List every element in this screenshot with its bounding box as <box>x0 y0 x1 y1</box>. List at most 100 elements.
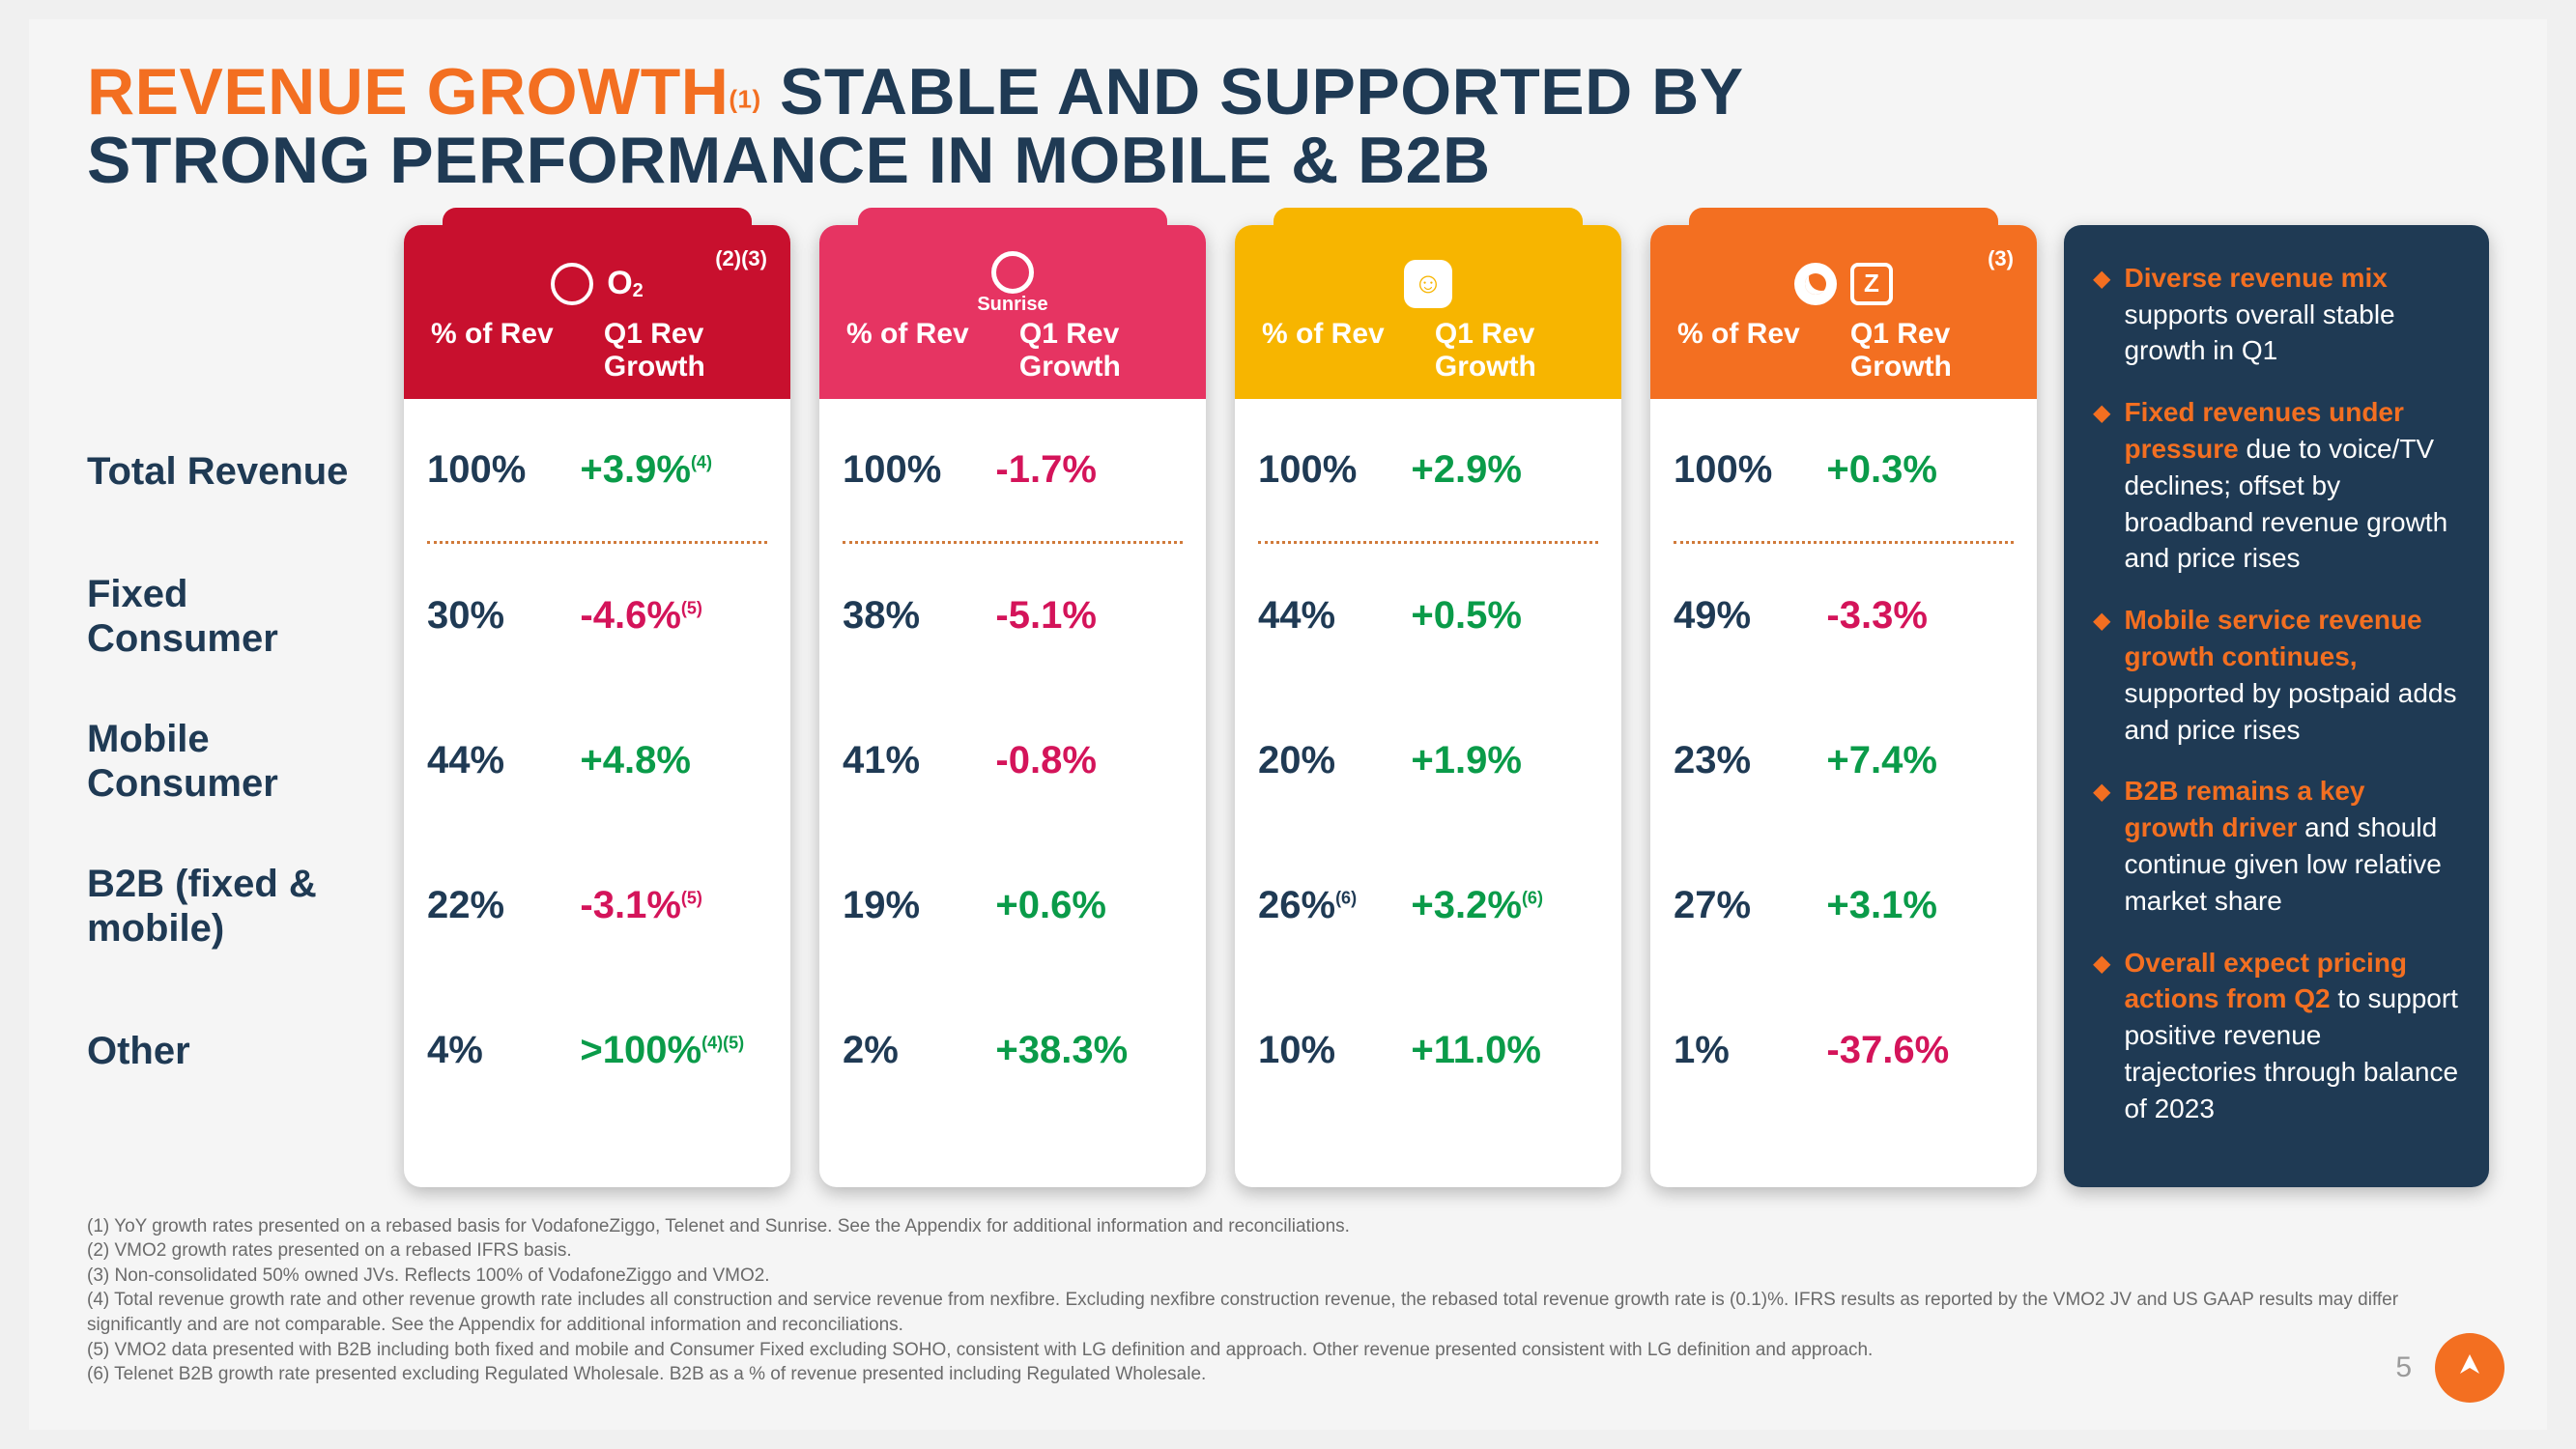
row-label: Other <box>87 979 377 1123</box>
header-sup: (3) <box>1988 246 2014 271</box>
data-row: 100%-1.7% <box>843 399 1183 544</box>
col-pct: % of Rev <box>1262 318 1421 384</box>
pct-value: 19% <box>843 884 979 927</box>
diamond-bullet-icon: ◆ <box>2093 398 2110 577</box>
data-row: 44%+0.5% <box>1258 544 1598 689</box>
title-sup: (1) <box>729 85 760 114</box>
growth-value: +11.0% <box>1411 1029 1598 1072</box>
pct-value: 20% <box>1258 739 1394 782</box>
footnote: (6) Telenet B2B growth rate presented ex… <box>87 1362 2489 1387</box>
data-row: 22%-3.1%(5) <box>427 834 767 979</box>
row-label: B2B (fixed & mobile) <box>87 834 377 979</box>
telenet-icon: ☺ <box>1404 260 1452 308</box>
data-row: 1%-37.6% <box>1674 979 2014 1123</box>
slide-title: REVENUE GROWTH(1) STABLE AND SUPPORTED B… <box>87 58 2489 196</box>
growth-value: +3.9%(4) <box>580 448 767 492</box>
brand-card: O2(2)(3)% of RevQ1 Rev Growth100%+3.9%(4… <box>404 225 790 1187</box>
pct-value: 1% <box>1674 1029 1810 1072</box>
col-pct: % of Rev <box>1677 318 1837 384</box>
growth-value: +1.9% <box>1411 739 1598 782</box>
col-growth: Q1 Rev Growth <box>1019 318 1179 384</box>
growth-value: +0.6% <box>995 884 1183 927</box>
data-row: 44%+4.8% <box>427 689 767 834</box>
header-columns: % of RevQ1 Rev Growth <box>1674 318 2014 389</box>
header-columns: % of RevQ1 Rev Growth <box>427 318 767 389</box>
data-row: 30%-4.6%(5) <box>427 544 767 689</box>
brand-logo-row: O2(2)(3) <box>427 250 767 318</box>
title-highlight: REVENUE GROWTH <box>87 55 729 128</box>
main-content: Total RevenueFixed ConsumerMobile Consum… <box>87 225 2489 1187</box>
data-row: 41%-0.8% <box>843 689 1183 834</box>
corner-logo-icon <box>2435 1333 2504 1403</box>
col-growth: Q1 Rev Growth <box>1850 318 2010 384</box>
pct-value: 100% <box>427 448 563 492</box>
pct-value: 41% <box>843 739 979 782</box>
data-row: 38%-5.1% <box>843 544 1183 689</box>
brand-card: Z (3) % of RevQ1 Rev Growth 100% +0.3% 49% -3.… <box>1650 225 2037 1187</box>
footnote: (1) YoY growth rates presented on a reba… <box>87 1214 2489 1239</box>
brand-card: ☺% of RevQ1 Rev Growth100%+2.9%44%+0.5%2… <box>1235 225 1621 1187</box>
footnote: (4) Total revenue growth rate and other … <box>87 1288 2489 1337</box>
pct-value: 100% <box>1674 448 1810 492</box>
sidebar-item: ◆Overall expect pricing actions from Q2 … <box>2093 945 2460 1127</box>
brand-logo-row: ☺ <box>1258 250 1598 318</box>
pct-value: 44% <box>427 739 563 782</box>
sidebar-text: Overall expect pricing actions from Q2 t… <box>2124 945 2460 1127</box>
pct-value: 49% <box>1674 594 1810 638</box>
sunrise-icon: Sunrise <box>977 251 1047 316</box>
growth-value: +3.2%(6) <box>1411 884 1598 927</box>
diamond-bullet-icon: ◆ <box>2093 264 2110 369</box>
growth-value: >100%(4)(5) <box>580 1029 767 1072</box>
header-columns: % of RevQ1 Rev Growth <box>843 318 1183 389</box>
slide: REVENUE GROWTH(1) STABLE AND SUPPORTED B… <box>29 19 2547 1430</box>
data-row: 100%+2.9% <box>1258 399 1598 544</box>
diamond-bullet-icon: ◆ <box>2093 606 2110 748</box>
sidebar-item: ◆Mobile service revenue growth continues… <box>2093 602 2460 748</box>
growth-value: +0.5% <box>1411 594 1598 638</box>
brand-logo-row: Sunrise <box>843 250 1183 318</box>
data-row: 100% +0.3% <box>1674 399 2014 544</box>
pct-value: 22% <box>427 884 563 927</box>
growth-value: +3.1% <box>1826 884 2014 927</box>
brand-cards: O2(2)(3)% of RevQ1 Rev Growth100%+3.9%(4… <box>404 225 2037 1187</box>
growth-value: -5.1% <box>995 594 1183 638</box>
row-label: Fixed Consumer <box>87 544 377 689</box>
o2-icon: O2 <box>607 265 644 302</box>
card-header: ☺ % of RevQ1 Rev Growth <box>1235 225 1621 399</box>
data-row: 20% +1.9% <box>1258 689 1598 834</box>
sidebar-item: ◆Fixed revenues under pressure due to vo… <box>2093 394 2460 577</box>
row-label: Mobile Consumer <box>87 689 377 834</box>
pct-value: 4% <box>427 1029 563 1072</box>
header-sup: (2)(3) <box>715 246 767 271</box>
card-header: O2(2)(3)% of RevQ1 Rev Growth <box>404 225 790 399</box>
sidebar-item: ◆B2B remains a key growth driver and sho… <box>2093 773 2460 919</box>
growth-value: +0.3% <box>1826 448 2014 492</box>
title-rest-2: STRONG PERFORMANCE IN MOBILE & B2B <box>87 124 1491 197</box>
footnote: (5) VMO2 data presented with B2B includi… <box>87 1338 2489 1363</box>
col-pct: % of Rev <box>846 318 1006 384</box>
data-row: 49% -3.3% <box>1674 544 2014 689</box>
pct-value: 10% <box>1258 1029 1394 1072</box>
footnote: (2) VMO2 growth rates presented on a reb… <box>87 1238 2489 1264</box>
header-columns: % of RevQ1 Rev Growth <box>1258 318 1598 389</box>
virgin-icon <box>551 263 593 305</box>
card-header: Z (3) % of RevQ1 Rev Growth <box>1650 225 2037 399</box>
row-labels: Total RevenueFixed ConsumerMobile Consum… <box>87 225 377 1187</box>
pct-value: 2% <box>843 1029 979 1072</box>
data-row: 27%+3.1% <box>1674 834 2014 979</box>
data-row: 19% +0.6% <box>843 834 1183 979</box>
pct-value: 26%(6) <box>1258 884 1394 927</box>
growth-value: -1.7% <box>995 448 1183 492</box>
growth-value: -3.3% <box>1826 594 2014 638</box>
title-rest-1: STABLE AND SUPPORTED BY <box>761 55 1744 128</box>
data-row: 100% +3.9%(4) <box>427 399 767 544</box>
col-growth: Q1 Rev Growth <box>604 318 763 384</box>
col-growth: Q1 Rev Growth <box>1435 318 1594 384</box>
card-body: 100%+0.3%49%-3.3%23%+7.4%27%+3.1%1%-37.6… <box>1650 399 2037 1143</box>
sidebar-item: ◆Diverse revenue mix supports overall st… <box>2093 260 2460 369</box>
ziggo-icon: Z <box>1850 263 1893 305</box>
growth-value: -4.6%(5) <box>580 594 767 638</box>
card-header: Sunrise% of RevQ1 Rev Growth <box>819 225 1206 399</box>
card-body: 100% +3.9%(4) 30%-4.6%(5)44%+4.8%22%-3.1%(… <box>404 399 790 1143</box>
card-body: 100%+2.9%44%+0.5% 20% +1.9% 26%(6) +3.2%(6) 1… <box>1235 399 1621 1143</box>
